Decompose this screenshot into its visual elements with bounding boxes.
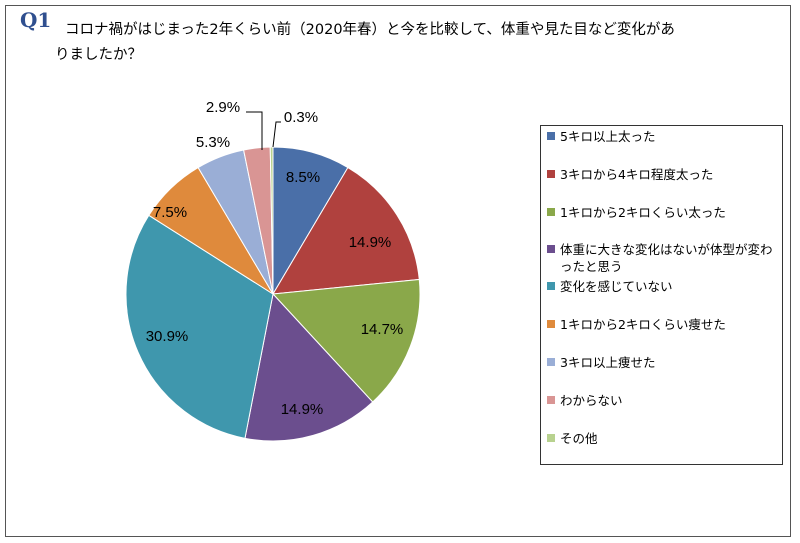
question-number: Q1 bbox=[20, 8, 52, 32]
legend-item: 1キロから2キロくらい痩せた bbox=[547, 316, 777, 333]
legend-swatch bbox=[547, 132, 555, 140]
legend-item: その他 bbox=[547, 430, 777, 447]
chart-frame bbox=[5, 5, 791, 537]
legend-swatch bbox=[547, 208, 555, 216]
data-label: 14.9% bbox=[349, 234, 392, 251]
legend-label: 3キロから4キロ程度太った bbox=[560, 167, 714, 182]
legend-swatch bbox=[547, 434, 555, 442]
leader-line bbox=[246, 111, 263, 150]
legend-label: 3キロ以上痩せた bbox=[560, 355, 656, 370]
legend-swatch bbox=[547, 170, 555, 178]
data-label: 14.9% bbox=[281, 401, 324, 418]
legend-label: 1キロから2キロくらい痩せた bbox=[560, 317, 726, 332]
pie-slice bbox=[244, 292, 374, 442]
pie-slice bbox=[271, 278, 421, 403]
legend-item: 体重に大きな変化はないが体型が変わったと思う bbox=[547, 241, 777, 275]
legend-label: 5キロ以上太った bbox=[560, 129, 656, 144]
data-label: 14.7% bbox=[361, 321, 404, 338]
legend-item: 1キロから2キロくらい太った bbox=[547, 204, 777, 221]
data-label: 7.5% bbox=[153, 204, 187, 221]
legend-swatch bbox=[547, 396, 555, 404]
leader-line bbox=[272, 121, 281, 148]
data-label: 8.5% bbox=[286, 169, 320, 186]
question-text: コロナ禍がはじまった2年くらい前（2020年春）と今を比較して、体重や見た目など… bbox=[55, 22, 675, 63]
legend: 5キロ以上太った 3キロから4キロ程度太った 1キロから2キロくらい太った体重に大き… bbox=[540, 125, 783, 465]
legend-swatch bbox=[547, 320, 555, 328]
pie-slice bbox=[269, 146, 274, 295]
legend-item: 5キロ以上太った bbox=[547, 128, 777, 145]
data-label: 30.9% bbox=[146, 328, 189, 345]
legend-swatch bbox=[547, 358, 555, 366]
legend-label: 1キロから2キロくらい太った bbox=[560, 205, 726, 220]
legend-label: わからない bbox=[560, 393, 623, 408]
legend-swatch bbox=[547, 282, 555, 290]
legend-label: その他 bbox=[560, 431, 598, 446]
legend-item: 変化を感じていない bbox=[547, 278, 777, 295]
legend-label: 変化を感じていない bbox=[560, 279, 673, 294]
data-label: 0.3% bbox=[284, 109, 318, 126]
legend-label: 体重に大きな変化はないが体型が変わったと思う bbox=[560, 242, 773, 274]
legend-swatch bbox=[547, 245, 555, 253]
data-label: 5.3% bbox=[196, 134, 230, 151]
data-label: 2.9% bbox=[206, 99, 240, 116]
legend-item: わからない bbox=[547, 392, 777, 409]
legend-item: 3キロから4キロ程度太った bbox=[547, 166, 777, 183]
pie-slice bbox=[272, 166, 420, 295]
legend-item: 3キロ以上痩せた bbox=[547, 354, 777, 371]
